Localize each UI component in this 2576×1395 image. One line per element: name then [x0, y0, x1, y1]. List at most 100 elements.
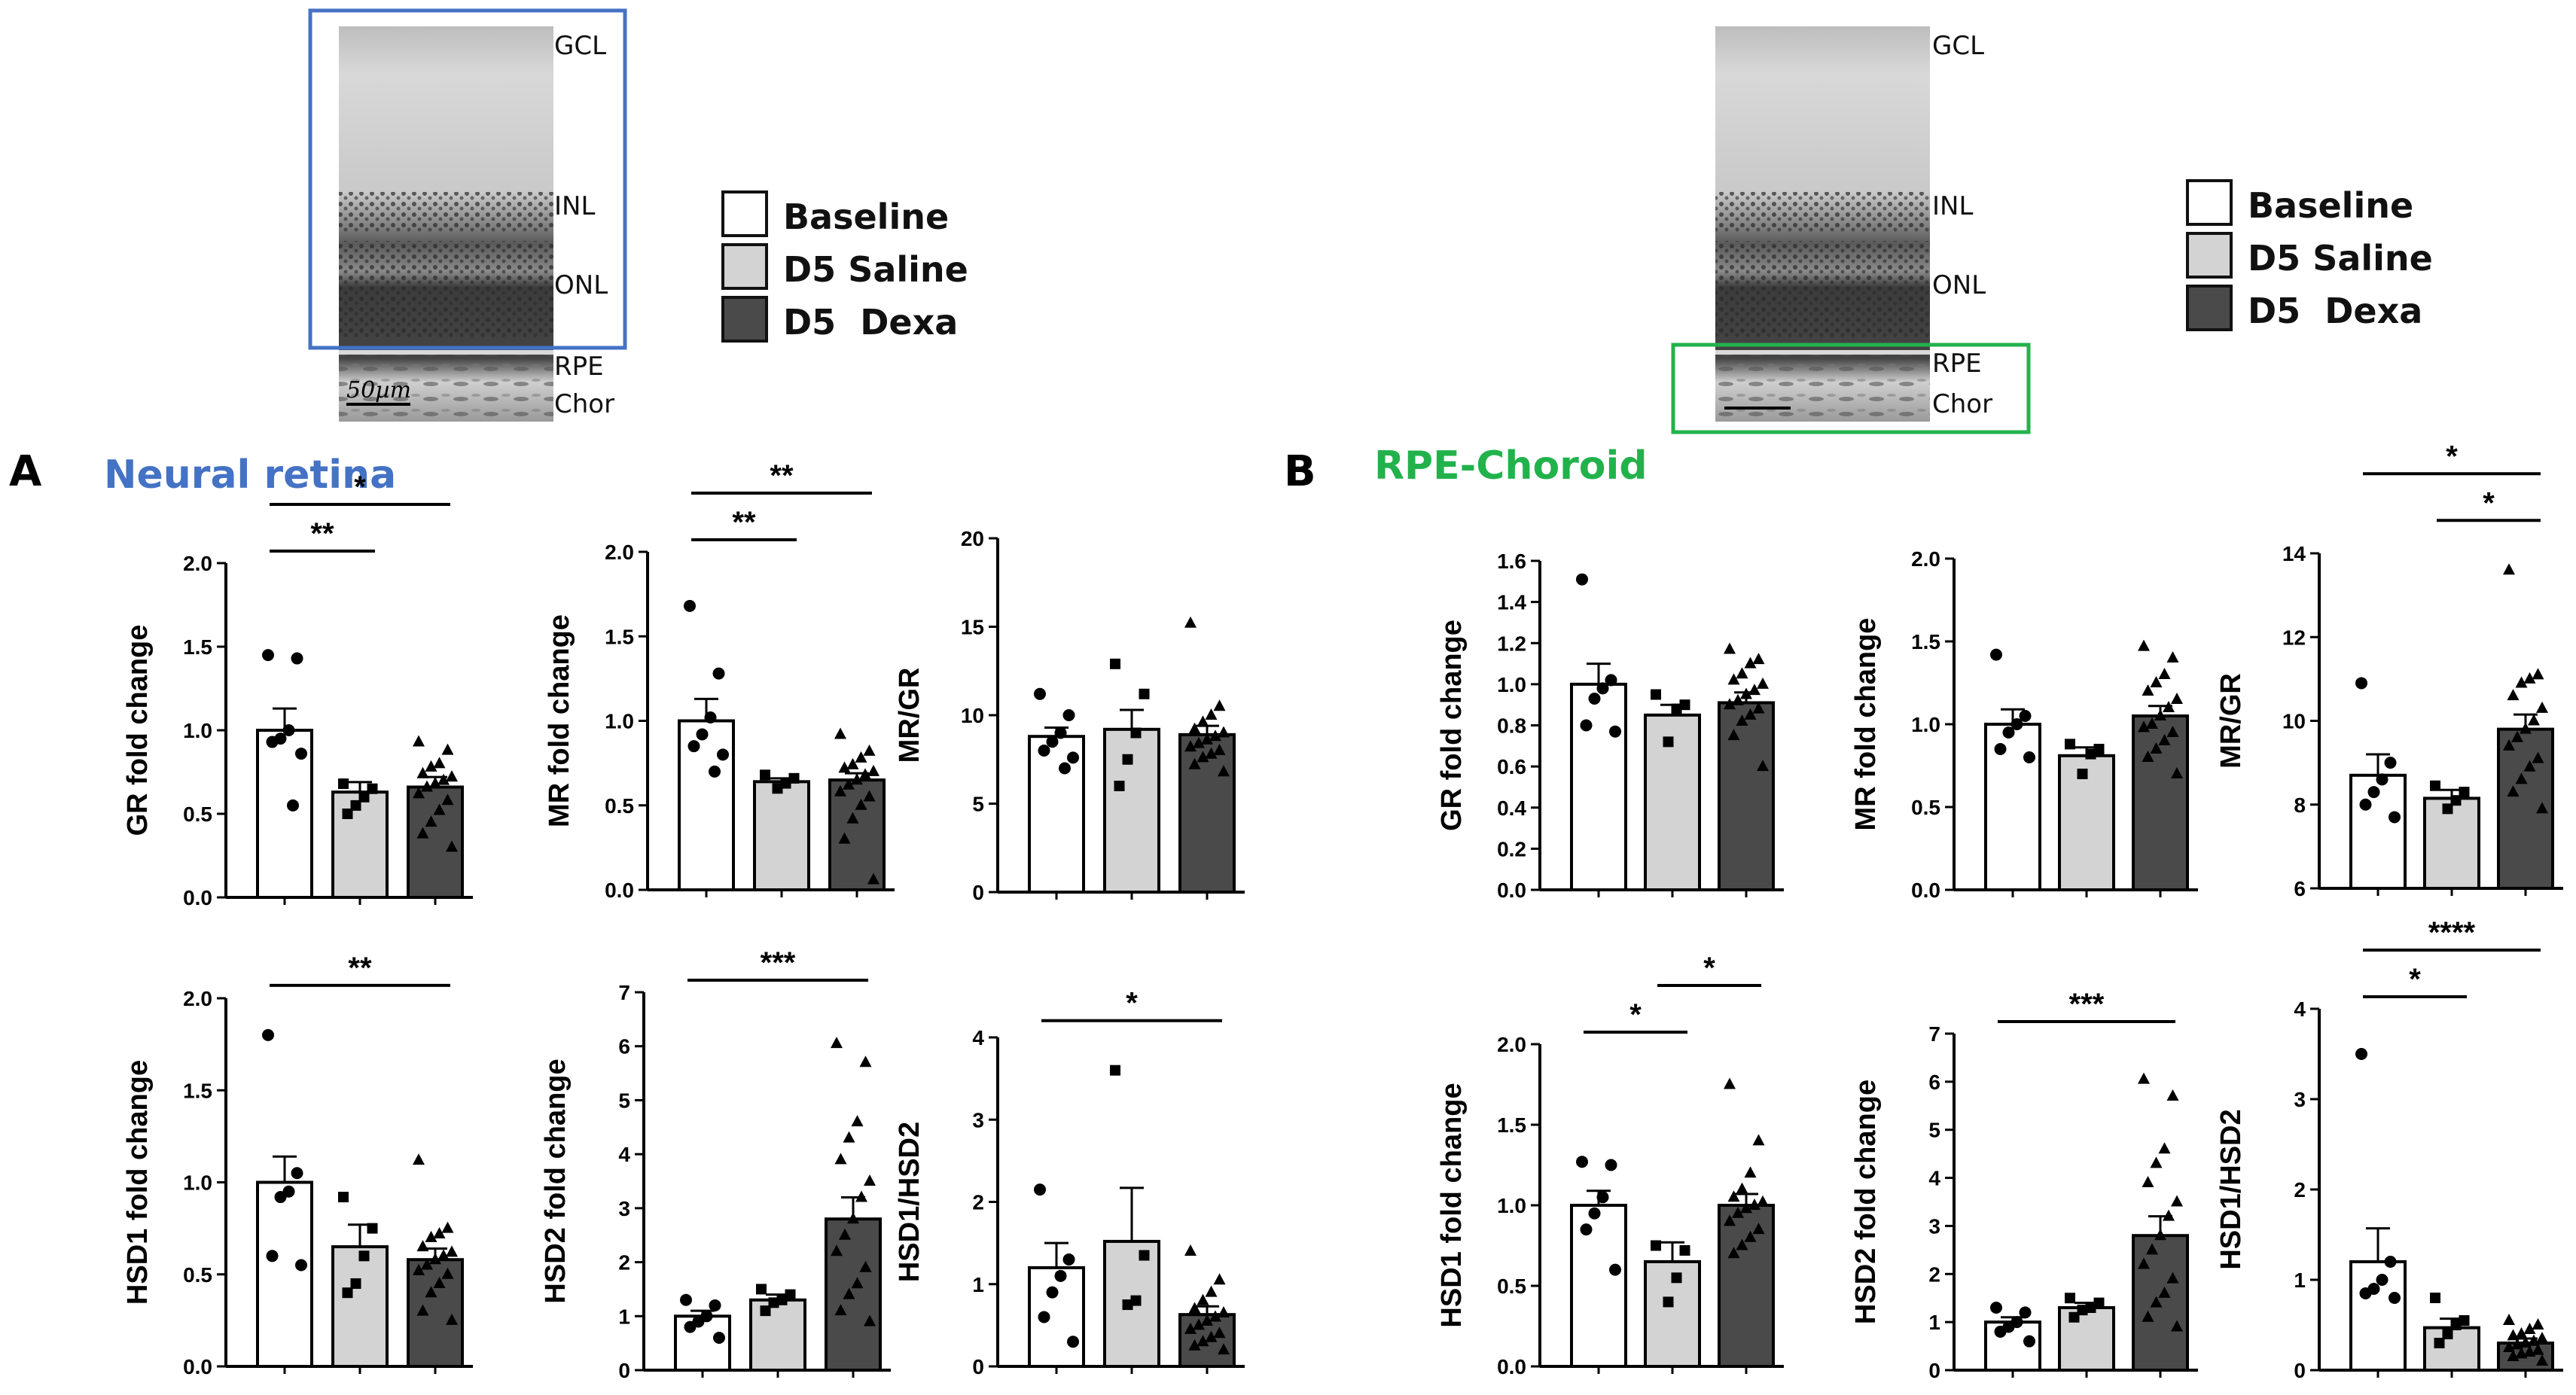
chart-a-hsd1-hsd2-ratio: 0 1 2 3 4 HSD1/HSD2 * — [894, 987, 1245, 1378]
data-point — [2532, 1318, 2544, 1330]
data-point — [2085, 1302, 2096, 1313]
y-tick-label: 0.8 — [1497, 714, 1526, 738]
bar-baseline — [678, 719, 735, 891]
y-tick-label: 1.4 — [1497, 591, 1526, 614]
data-point — [2023, 1335, 2035, 1348]
data-point — [717, 748, 729, 761]
data-point — [1184, 740, 1197, 752]
bar-d5-dexa — [828, 778, 886, 891]
data-point — [704, 711, 717, 724]
data-point — [2142, 1175, 2154, 1187]
significance-label: * — [2483, 486, 2495, 519]
data-point — [287, 799, 299, 812]
y-tick-label: 6 — [2294, 877, 2306, 900]
data-point — [776, 1294, 788, 1305]
data-point — [441, 1221, 454, 1233]
data-point — [1757, 1195, 1769, 1207]
bar-d5-dexa — [2132, 1234, 2189, 1372]
data-point — [1188, 1302, 1201, 1314]
y-tick-label: 6 — [1928, 1071, 1940, 1094]
data-point — [2077, 1305, 2088, 1316]
y-tick-label: 0 — [1928, 1359, 1940, 1382]
y-tick-label: 4 — [618, 1143, 630, 1166]
data-point — [2384, 1256, 2397, 1268]
data-point — [446, 1245, 458, 1257]
y-tick-label: 0.0 — [183, 1355, 212, 1378]
layer-label-onl: ONL — [554, 270, 608, 300]
bar-d5-dexa — [1718, 1204, 1775, 1368]
y-axis-label: GR fold change — [1436, 620, 1468, 831]
section-gap — [339, 350, 553, 355]
data-point — [1205, 747, 1218, 759]
y-axis-label: HSD1/HSD2 — [894, 1122, 925, 1282]
data-point — [756, 1284, 767, 1295]
y-tick-label: 10 — [2282, 710, 2306, 733]
data-point — [2150, 676, 2163, 687]
data-point — [2150, 742, 2163, 754]
data-point — [1744, 1230, 1757, 1242]
y-tick-label: 1 — [2294, 1269, 2306, 1292]
bar-d5-dexa — [825, 1217, 882, 1372]
y-tick-label: 3 — [972, 1108, 984, 1132]
data-point — [1744, 1166, 1757, 1178]
data-point — [262, 649, 274, 662]
data-point — [2528, 1334, 2540, 1346]
data-point — [851, 773, 863, 785]
data-point — [1114, 781, 1125, 791]
data-point — [441, 1267, 454, 1279]
data-point — [1034, 1183, 1046, 1196]
data-point — [2523, 1323, 2536, 1334]
data-point — [1609, 1263, 1621, 1276]
choroid-texture — [1715, 354, 1930, 422]
chart-b-hsd1-fold-change: 0.0 0.5 1.0 1.5 2.0 HSD1 fold change * * — [1436, 952, 1784, 1378]
scale-bar-label: 50µm — [346, 377, 411, 404]
y-tick-label: 0.2 — [1497, 837, 1526, 860]
panel-title-rpe-choroid: RPE-Choroid — [1374, 443, 1648, 489]
data-point — [282, 724, 295, 736]
data-point — [1046, 1286, 1059, 1299]
data-point — [2171, 767, 2183, 778]
data-point — [1130, 1295, 1142, 1306]
micrograph-right: GCL INL ONL RPE Chor — [1671, 26, 2031, 434]
y-tick-label: 1 — [1928, 1311, 1940, 1334]
data-point — [2389, 1292, 2401, 1304]
layer-label-gcl: GCL — [1932, 31, 1984, 61]
data-point — [1218, 726, 1230, 738]
data-point — [2154, 709, 2166, 720]
data-point — [2142, 684, 2154, 696]
y-tick-label: 1.0 — [1911, 713, 1940, 736]
legend-swatch-dexa — [721, 296, 768, 343]
data-point — [2023, 751, 2035, 763]
significance-label: * — [1126, 987, 1138, 1020]
chart-b-mr-gr-ratio: 6 8 10 12 14 MR/GR * * — [2215, 440, 2563, 900]
y-tick-label: 2.0 — [1911, 547, 1940, 571]
legend-right: Baseline D5 Saline D5 Dexa — [2186, 179, 2433, 331]
layer-label-chor: Chor — [554, 389, 614, 419]
data-point — [1184, 616, 1197, 628]
data-point — [2085, 748, 2096, 760]
bar-d5-saline — [749, 1298, 806, 1372]
data-point — [859, 1260, 872, 1272]
data-point — [2146, 717, 2158, 729]
data-point — [1724, 1214, 1736, 1226]
data-point — [416, 1304, 429, 1316]
data-point — [2450, 795, 2462, 806]
data-point — [709, 1299, 721, 1311]
bar-baseline — [1570, 1204, 1627, 1368]
data-point — [843, 1287, 855, 1299]
y-tick-label: 1.5 — [1911, 630, 1940, 653]
data-point — [2536, 802, 2548, 814]
data-point — [1727, 729, 1740, 741]
significance-label: ** — [732, 506, 756, 539]
data-point — [788, 772, 800, 784]
data-point — [696, 728, 709, 741]
data-point — [446, 1313, 458, 1325]
data-point — [2376, 1274, 2389, 1286]
layer-label-rpe: RPE — [554, 352, 604, 382]
data-point — [413, 735, 425, 747]
y-tick-label: 0.4 — [1497, 796, 1526, 820]
data-point — [2503, 739, 2515, 751]
data-point — [1213, 699, 1226, 711]
chart-a-mr-gr-ratio: 0 5 10 15 20 MR/GR — [894, 527, 1245, 904]
